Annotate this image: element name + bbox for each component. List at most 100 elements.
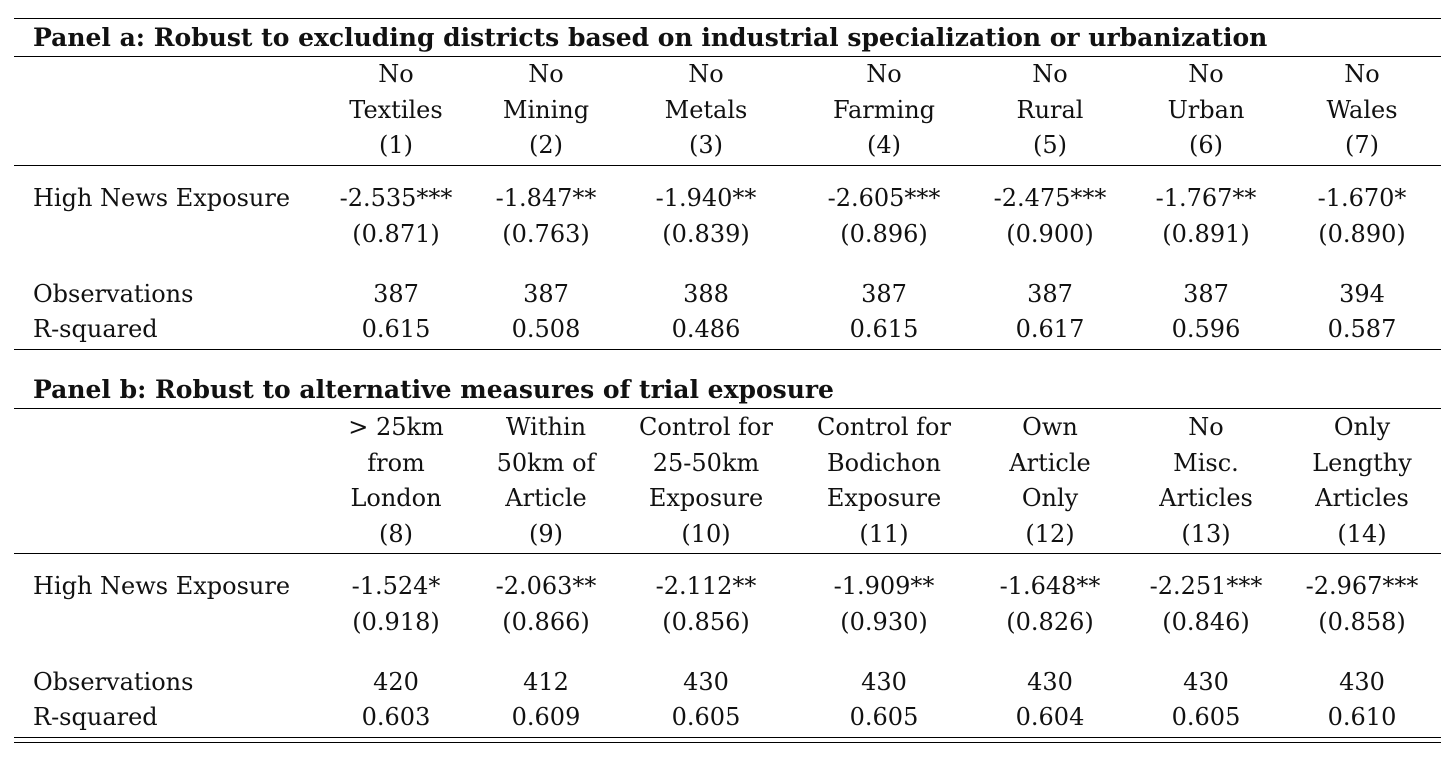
column-header: Control for 25-50km Exposure (10) [616,410,796,552]
panel-a-title: Panel a: Robust to excluding districts b… [33,23,1268,52]
standard-error-cell: (0.763) [502,220,590,248]
column-header-line: Articles [1315,484,1409,512]
r-squared-cell: 0.615 [849,315,919,343]
row-label-observations: Observations [33,280,194,308]
observations-cell: 394 [1339,280,1385,308]
r-squared-cell: 0.605 [1171,703,1241,731]
column-header: No Rural (5) [960,57,1140,164]
observations-cell: 387 [373,280,419,308]
column-header-line: No [1188,413,1224,441]
column-header: Only Lengthy Articles (14) [1272,410,1452,552]
r-squared-cell: 0.587 [1327,315,1397,343]
column-header-line: Control for [639,413,773,441]
column-header-line: Mining [502,95,590,124]
standard-error-cell: (0.858) [1318,608,1406,636]
column-header: No Metals (3) [616,57,796,164]
column-header-line: Bodichon [827,448,941,477]
coefficient-cell: -1.767** [1155,184,1257,212]
column-header-line: Only [1333,413,1391,441]
column-header-line: (8) [379,519,413,548]
column-header: No Misc. Articles (13) [1116,410,1296,552]
column-header: > 25km from London (8) [306,410,486,552]
column-header-line: 50km of [496,448,596,477]
column-header-line: (6) [1189,131,1223,159]
observations-cell: 387 [861,280,907,308]
r-squared-cell: 0.615 [361,315,431,343]
column-header-line: No [528,60,564,88]
observations-cell: 387 [1027,280,1073,308]
column-header-line: (12) [1025,519,1075,548]
observations-cell: 430 [861,668,907,696]
coefficient-cell: -2.063** [495,572,597,600]
row-label-r-squared: R-squared [33,315,158,343]
coefficient-cell: -1.940** [655,184,757,212]
coefficient-cell: -1.524* [351,572,441,600]
r-squared-cell: 0.605 [671,703,741,731]
r-squared-cell: 0.605 [849,703,919,731]
column-header-line: (13) [1181,519,1231,548]
coefficient-cell: -2.535*** [339,184,453,212]
column-header-line: London [350,484,442,512]
standard-error-cell: (0.918) [352,608,440,636]
column-header-line: Article [505,484,587,512]
column-header-line: Own [1022,413,1078,441]
column-header-line: Textiles [349,95,443,124]
column-header-line: Lengthy [1312,448,1412,477]
standard-error-cell: (0.930) [840,608,928,636]
r-squared-cell: 0.617 [1015,315,1085,343]
column-header-line: (1) [379,131,413,159]
r-squared-cell: 0.596 [1171,315,1241,343]
standard-error-cell: (0.846) [1162,608,1250,636]
column-header: Within 50km of Article (9) [456,410,636,552]
coefficient-cell: -1.670* [1317,184,1407,212]
coefficient-cell: -2.605*** [827,184,941,212]
standard-error-cell: (0.871) [352,220,440,248]
panel-a-header-rule [14,165,1441,166]
coefficient-cell: -2.475*** [993,184,1107,212]
column-header-line: No [1188,60,1224,88]
column-header-line: (4) [867,131,901,159]
column-header-line: Farming [832,95,936,124]
column-header-line: Exposure [826,484,942,512]
panel-b-header-rule [14,553,1441,554]
row-label-high-news-exposure: High News Exposure [33,572,291,600]
coefficient-cell: -2.967*** [1305,572,1419,600]
standard-error-cell: (0.866) [502,608,590,636]
column-header-line: No [688,60,724,88]
observations-cell: 430 [1027,668,1073,696]
coefficient-cell: -1.648** [999,572,1101,600]
column-header: Control for Bodichon Exposure (11) [794,410,974,552]
column-header-line: Urban [1167,95,1245,124]
bottom-rule-1 [14,737,1441,738]
column-header-line: Rural [1016,95,1084,124]
observations-cell: 387 [523,280,569,308]
column-header: No Urban (6) [1116,57,1296,164]
column-header-line: Metals [664,95,748,124]
column-header-line: (11) [859,519,909,548]
column-header: Own Article Only (12) [960,410,1140,552]
column-header-line: No [378,60,414,88]
r-squared-cell: 0.604 [1015,703,1085,731]
observations-cell: 388 [683,280,729,308]
column-header: No Textiles (1) [306,57,486,164]
standard-error-cell: (0.826) [1006,608,1094,636]
column-header-line: Articles [1159,484,1253,512]
observations-cell: 420 [373,668,419,696]
standard-error-cell: (0.896) [840,220,928,248]
column-header-line: (2) [529,131,563,159]
r-squared-cell: 0.508 [511,315,581,343]
column-header-line: (9) [529,519,563,548]
coefficient-cell: -2.251*** [1149,572,1263,600]
panel-a-bottom-rule [14,349,1441,350]
top-rule [14,18,1441,19]
column-header: No Wales (7) [1272,57,1452,164]
column-header-line: (7) [1345,131,1379,159]
row-label-r-squared: R-squared [33,703,158,731]
standard-error-cell: (0.890) [1318,220,1406,248]
panel-a-title-rule [14,56,1441,57]
column-header-line: No [866,60,902,88]
standard-error-cell: (0.891) [1162,220,1250,248]
r-squared-cell: 0.486 [671,315,741,343]
column-header-line: No [1344,60,1380,88]
